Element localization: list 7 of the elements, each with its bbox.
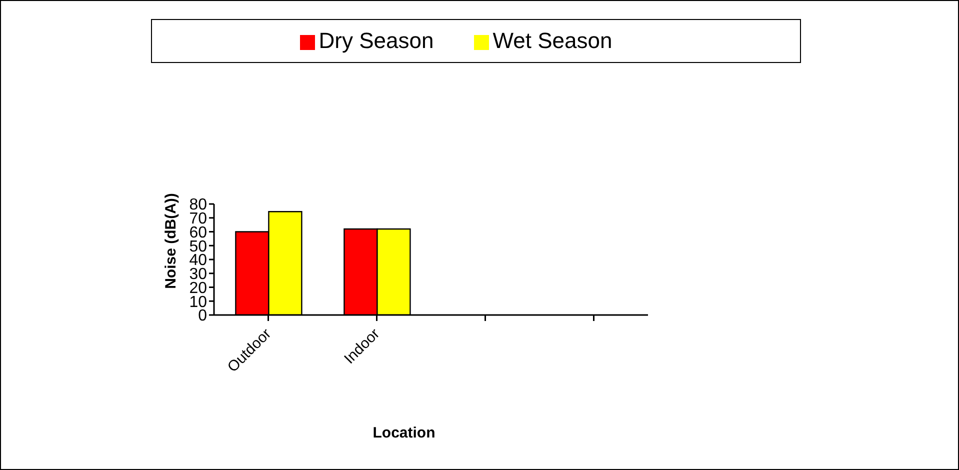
y-tick-label: 0 — [198, 308, 208, 325]
y-axis-title: Noise (dB(A)) — [162, 193, 180, 289]
y-tick-label: 60 — [189, 224, 208, 242]
legend-label: Wet Season — [492, 28, 612, 53]
x-axis-title: Location — [372, 424, 436, 442]
y-tick-label: 20 — [189, 280, 208, 297]
legend-label: Dry Season — [318, 28, 434, 53]
